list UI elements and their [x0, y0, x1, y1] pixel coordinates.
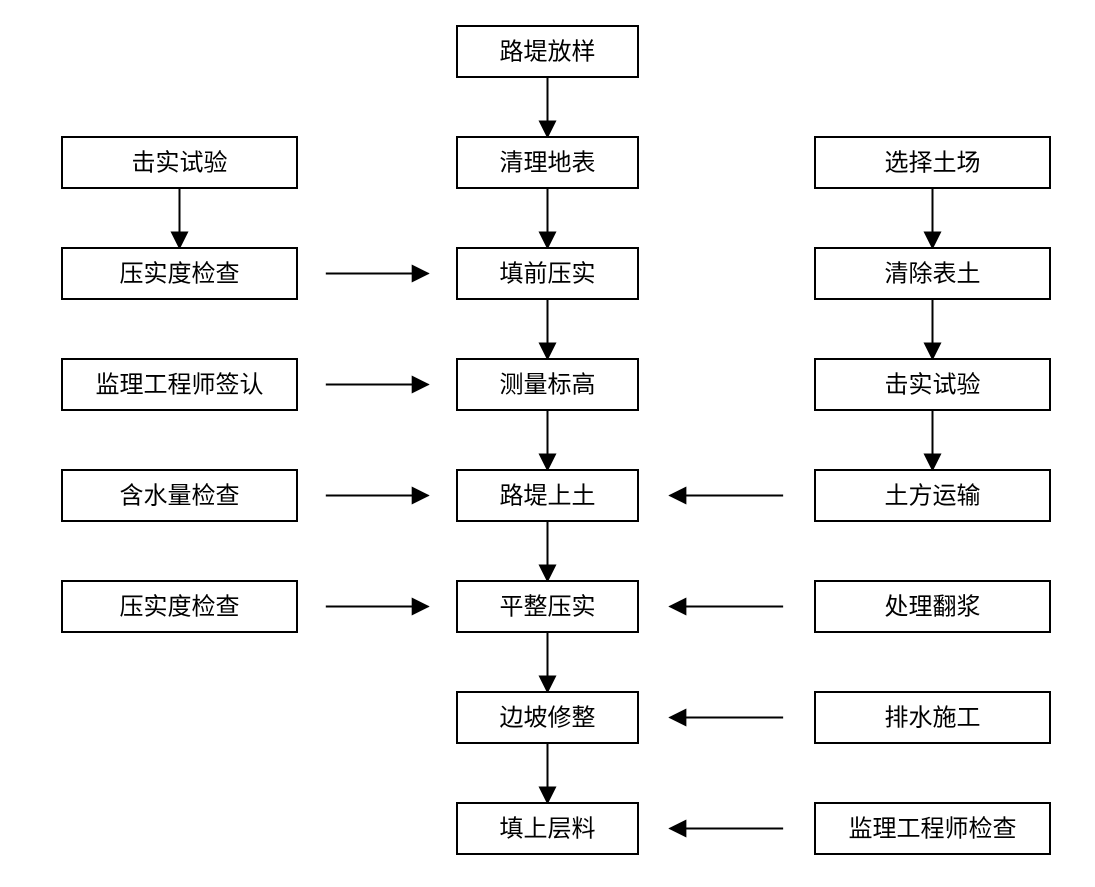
flow-node-label: 监理工程师签认 [96, 372, 264, 399]
flow-node-label: 监理工程师检查 [849, 816, 1017, 843]
flow-node-l1: 击实试验 [62, 137, 297, 188]
flow-node-r4: 土方运输 [815, 470, 1050, 521]
flow-node-c3: 测量标高 [457, 359, 638, 410]
flow-node-l5: 压实度检查 [62, 581, 297, 632]
flow-node-label: 填上层料 [500, 816, 596, 843]
flow-node-label: 清除表土 [885, 261, 981, 288]
flow-node-label: 平整压实 [500, 594, 596, 621]
flow-node-label: 含水量检查 [120, 483, 240, 510]
flow-node-r6: 排水施工 [815, 692, 1050, 743]
nodes-layer: 路堤放样清理地表填前压实测量标高路堤上土平整压实边坡修整填上层料击实试验压实度检… [62, 26, 1050, 854]
flow-node-r2: 清除表土 [815, 248, 1050, 299]
flow-node-r5: 处理翻浆 [815, 581, 1050, 632]
flow-node-label: 排水施工 [885, 705, 981, 732]
flow-node-r3: 击实试验 [815, 359, 1050, 410]
flow-node-label: 压实度检查 [120, 261, 240, 288]
flowchart: 路堤放样清理地表填前压实测量标高路堤上土平整压实边坡修整填上层料击实试验压实度检… [0, 0, 1095, 887]
flow-node-label: 填前压实 [500, 261, 596, 288]
flow-node-label: 击实试验 [132, 150, 228, 177]
flow-node-c5: 平整压实 [457, 581, 638, 632]
flow-node-label: 选择土场 [885, 150, 981, 177]
flow-node-label: 压实度检查 [120, 594, 240, 621]
flow-node-label: 路堤放样 [500, 39, 596, 66]
flow-node-c0: 路堤放样 [457, 26, 638, 77]
flow-node-r7: 监理工程师检查 [815, 803, 1050, 854]
flow-node-r1: 选择土场 [815, 137, 1050, 188]
flow-node-label: 清理地表 [500, 150, 596, 177]
flow-node-label: 边坡修整 [500, 705, 596, 732]
flow-node-c7: 填上层料 [457, 803, 638, 854]
flow-node-l4: 含水量检查 [62, 470, 297, 521]
flow-node-label: 击实试验 [885, 372, 981, 399]
flow-node-label: 测量标高 [500, 372, 596, 399]
flow-node-c4: 路堤上土 [457, 470, 638, 521]
flow-node-label: 土方运输 [885, 483, 981, 510]
flow-node-l2: 压实度检查 [62, 248, 297, 299]
flow-node-l3: 监理工程师签认 [62, 359, 297, 410]
flow-node-label: 路堤上土 [500, 483, 596, 510]
flow-node-label: 处理翻浆 [885, 594, 981, 621]
flow-node-c2: 填前压实 [457, 248, 638, 299]
flow-node-c6: 边坡修整 [457, 692, 638, 743]
flow-node-c1: 清理地表 [457, 137, 638, 188]
